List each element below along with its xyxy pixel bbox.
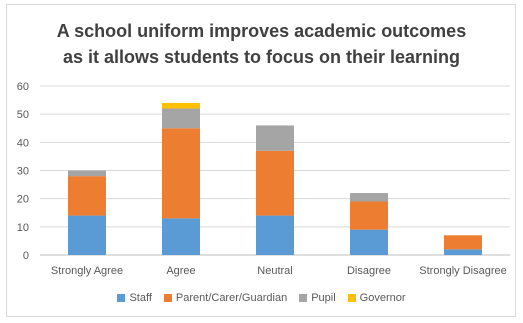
bars xyxy=(68,102,482,255)
bar-segment xyxy=(350,193,388,202)
legend-swatch xyxy=(117,294,126,302)
legend-label: Staff xyxy=(129,292,152,304)
legend-item: Staff xyxy=(117,292,152,304)
bar-segment xyxy=(162,218,200,255)
y-tick-label: 10 xyxy=(17,222,29,234)
y-tick-label: 30 xyxy=(17,166,29,178)
legend-item: Pupil xyxy=(299,292,336,304)
bar-segment xyxy=(68,176,106,216)
y-tick-label: 40 xyxy=(17,137,29,149)
x-tick-label: Disagree xyxy=(347,265,391,277)
bar-segment xyxy=(350,201,388,230)
y-tick-label: 20 xyxy=(17,194,29,206)
x-tick-label: Strongly Disagree xyxy=(419,265,506,277)
bar-segment xyxy=(256,125,294,151)
chart-title-line-2: as it allows students to focus on their … xyxy=(62,47,461,67)
bar-segment xyxy=(256,215,294,255)
legend-label: Parent/Carer/Guardian xyxy=(175,292,288,304)
bar-segment xyxy=(162,102,200,109)
bar-segment xyxy=(350,229,388,255)
legend-swatch xyxy=(347,294,356,302)
y-axis-ticks: 0 10 20 30 40 50 60 xyxy=(17,81,29,262)
bar-segment xyxy=(444,235,482,250)
x-tick-label: Neutral xyxy=(257,265,292,277)
x-tick-label: Agree xyxy=(166,265,195,277)
legend: Staff Parent/Carer/Guardian Pupil Governor xyxy=(0,292,523,304)
bar-segment xyxy=(444,249,482,255)
bar-segment xyxy=(68,170,106,177)
legend-label: Pupil xyxy=(311,292,336,304)
legend-item: Parent/Carer/Guardian xyxy=(163,292,288,304)
legend-swatch xyxy=(299,294,308,302)
chart-title-line-1: A school uniform improves academic outco… xyxy=(56,21,467,41)
legend-item: Governor xyxy=(347,292,406,304)
bar-segment xyxy=(68,215,106,255)
legend-swatch xyxy=(163,294,172,302)
legend-label: Governor xyxy=(359,292,406,304)
bar-segment xyxy=(162,128,200,219)
y-tick-label: 60 xyxy=(17,81,29,93)
bar-segment xyxy=(162,108,200,129)
bar-segment xyxy=(256,150,294,216)
y-tick-label: 50 xyxy=(17,109,29,121)
x-tick-label: Strongly Agree xyxy=(51,265,123,277)
x-axis-ticks: Strongly Agree Agree Neutral Disagree Strong… xyxy=(51,265,507,277)
y-tick-label: 0 xyxy=(23,250,29,262)
